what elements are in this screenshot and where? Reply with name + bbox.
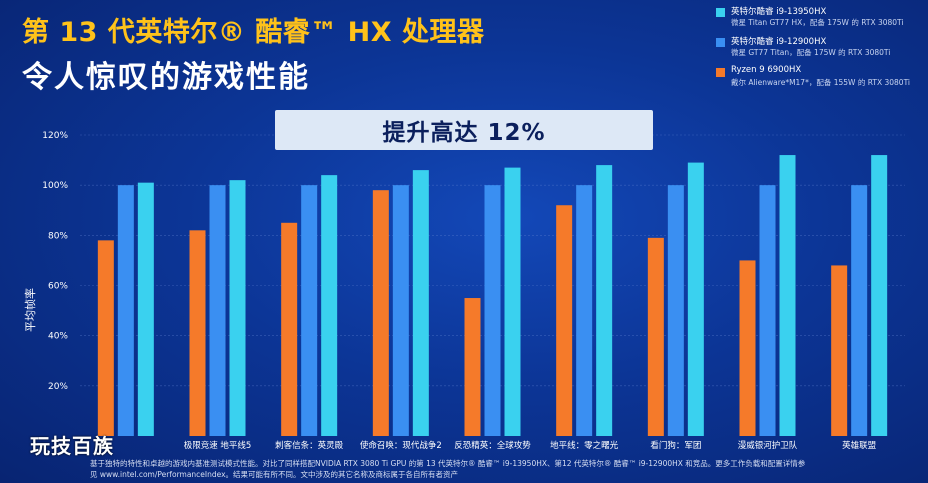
bar (576, 185, 593, 436)
x-tick-label: 反恐精英：全球攻势 (454, 440, 531, 451)
highlight-banner-text: 提升高达 12% (382, 120, 546, 146)
bar (209, 185, 226, 436)
legend-item-i9-13950hx: 英特尔酷睿 i9-13950HX 微星 Titan GT77 HX，配备 175… (712, 4, 928, 31)
legend-detail: 微星 GT77 Titan，配备 175W 的 RTX 3080Ti (731, 48, 891, 57)
bar (189, 230, 206, 436)
bar (137, 182, 154, 436)
bar (281, 222, 298, 436)
bar (779, 155, 796, 437)
bar (412, 170, 429, 436)
x-tick-label: 看门狗：军团 (650, 440, 701, 451)
title-line-1: 第 13 代英特尔® 酷睿™ HX 处理器 (22, 17, 485, 48)
bar (851, 185, 868, 436)
legend-item-ryzen-9-6900hx: Ryzen 9 6900HX 戴尔 Alienware*M17*，配备 155W… (712, 64, 928, 91)
bar (667, 185, 684, 436)
x-tick-label: 英雄联盟 (842, 440, 877, 451)
watermark: 玩技百族 (30, 434, 114, 458)
bar (392, 185, 409, 436)
footnote-line-1: 基于独特的特性和卓越的游戏内基准测试模式性能。对比了同样搭配NVIDIA RTX… (90, 459, 806, 468)
x-tick-label: 地平线：零之曙光 (550, 440, 619, 451)
bar (759, 185, 776, 436)
bar (647, 237, 664, 436)
title-line-2: 令人惊叹的游戏性能 (22, 60, 310, 95)
footnote-line-2: 见 www.intel.com/PerformanceIndex。结果可能有所不… (90, 470, 459, 479)
y-tick-label: 100% (42, 181, 68, 191)
bar (117, 185, 134, 436)
bar (464, 298, 481, 436)
bar (739, 260, 756, 436)
y-tick-label: 60% (48, 282, 68, 292)
bar (687, 162, 704, 436)
legend-item-i9-12900hx: 英特尔酷睿 i9-12900HX 微星 GT77 Titan，配备 175W 的… (712, 34, 928, 61)
legend-detail: 戴尔 Alienware*M17*，配备 155W 的 RTX 3080Ti (731, 78, 910, 87)
legend-swatch (716, 38, 725, 47)
bar (97, 240, 114, 436)
bar (556, 205, 573, 436)
bar (229, 180, 246, 436)
y-tick-label: 20% (48, 382, 68, 392)
legend: 英特尔酷睿 i9-13950HX 微星 Titan GT77 HX，配备 175… (712, 4, 928, 94)
x-tick-label: 极限竞速 地平线5 (184, 440, 252, 451)
bar (871, 155, 888, 437)
bar (372, 190, 389, 436)
legend-name: Ryzen 9 6900HX (731, 65, 802, 75)
y-tick-label: 80% (48, 231, 68, 241)
y-axis-label: 平均帧率 (23, 288, 37, 332)
bar (596, 165, 613, 436)
x-tick-label: 漫威银河护卫队 (738, 440, 798, 451)
legend-name: 英特尔酷睿 i9-12900HX (731, 37, 827, 47)
legend-swatch (716, 8, 725, 17)
bar (504, 167, 521, 436)
bar (321, 175, 338, 436)
bar (301, 185, 318, 436)
y-tick-label: 120% (42, 131, 68, 141)
legend-detail: 微星 Titan GT77 HX，配备 175W 的 RTX 3080Ti (731, 18, 904, 27)
bar (831, 265, 848, 436)
bar (484, 185, 501, 436)
x-tick-label: 使命召唤：现代战争2 (360, 440, 442, 451)
legend-swatch (716, 68, 725, 77)
y-tick-label: 40% (48, 332, 68, 342)
legend-name: 英特尔酷睿 i9-13950HX (731, 7, 827, 17)
highlight-banner: 提升高达 12% (275, 110, 653, 150)
x-tick-label: 刺客信条：英灵殿 (275, 440, 344, 451)
